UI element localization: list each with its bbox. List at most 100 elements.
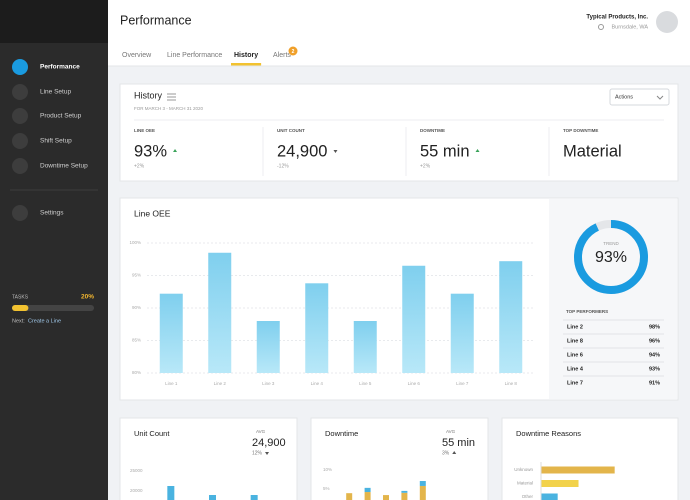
trend-value: 93% [595, 249, 627, 266]
bar-segment [401, 490, 408, 493]
sidebar [0, 0, 108, 500]
category-label: Unknown [514, 467, 533, 472]
location: Burnsdale, WA [612, 24, 649, 30]
bar [167, 486, 175, 500]
tab-underline [231, 63, 262, 66]
performer-name: Line 6 [567, 352, 583, 358]
avatar[interactable] [656, 11, 678, 33]
company: Typical Products, Inc. [586, 15, 648, 21]
avg-value: 55 min [442, 437, 475, 449]
nav-icon [12, 205, 28, 221]
x-tick-label: Line 7 [456, 381, 469, 386]
trend-arrow [173, 149, 178, 152]
tasks-percent: 20% [81, 294, 94, 301]
stat-value: 24,900 [277, 142, 327, 160]
tab[interactable]: Alerts [273, 52, 291, 59]
location-icon [598, 24, 604, 30]
performer-name: Line 2 [567, 324, 583, 330]
chart-title: Line OEE [134, 208, 171, 218]
trend-arrow [452, 451, 457, 454]
nav-item[interactable]: Shift Setup [40, 138, 72, 145]
progress-track [12, 305, 94, 311]
performer-value: 93% [649, 366, 660, 372]
tab[interactable]: Line Performance [167, 52, 222, 59]
bar [402, 265, 426, 373]
nav-item[interactable]: Performance [40, 64, 80, 71]
bar [541, 493, 558, 500]
performer-value: 94% [649, 352, 660, 358]
bar-segment [419, 485, 426, 500]
nav-icon [12, 108, 28, 124]
avg-label: AVG [256, 429, 266, 434]
stat-label: UNIT COUNT [277, 128, 305, 133]
page-title: Performance [120, 13, 192, 27]
bar [256, 321, 280, 373]
y-tick-label: 80% [132, 370, 141, 375]
bar-segment [383, 495, 389, 500]
stat-change: +2% [420, 163, 431, 169]
trend-arrow [265, 452, 270, 455]
y-tick-label: 85% [132, 338, 141, 343]
downtime-reasons-card [501, 417, 679, 500]
y-tick-label: 100% [129, 240, 141, 245]
bar-segment [364, 487, 371, 493]
nav-icon [12, 84, 28, 100]
bar [499, 261, 523, 373]
card-title: Downtime Reasons [516, 429, 581, 438]
actions-dropdown[interactable] [609, 88, 670, 106]
donut-value [574, 220, 648, 294]
stat-label: TOP DOWNTIME [563, 128, 598, 133]
nav-item[interactable]: Settings [40, 210, 64, 217]
alerts-badge [288, 46, 298, 56]
performer-value: 98% [649, 324, 660, 330]
bar [208, 252, 232, 373]
nav-item[interactable]: Product Setup [40, 113, 82, 120]
y-tick-label: 25000 [130, 468, 143, 473]
actions-label[interactable]: Actions [615, 94, 633, 100]
bar [353, 321, 377, 373]
unit-count-card [119, 417, 298, 500]
bar [305, 283, 329, 373]
tab[interactable]: History [234, 52, 258, 59]
bar [541, 480, 579, 487]
y-tick-label: 10% [323, 467, 332, 472]
nav-item[interactable]: Downtime Setup [40, 163, 88, 170]
bar-segment [346, 493, 353, 500]
stat-value: 93% [134, 142, 167, 160]
bar [209, 495, 216, 500]
nav-icon [12, 133, 28, 149]
dropdown-caret [656, 95, 664, 100]
card-title: Unit Count [134, 429, 170, 438]
top-performers-title: TOP PERFORMERS [566, 309, 608, 314]
y-tick-label: 20000 [130, 488, 143, 493]
x-tick-label: Line 5 [359, 381, 372, 386]
stat-value: Material [563, 142, 622, 160]
bar [450, 293, 474, 373]
progress-fill [12, 305, 29, 311]
header [108, 0, 690, 66]
avg-label: AVG [446, 429, 456, 434]
tasks-next-link[interactable]: Create a Line [28, 318, 61, 324]
alerts-badge-count: 2 [292, 49, 295, 55]
x-tick-label: Line 3 [262, 381, 275, 386]
nav-item[interactable]: Line Setup [40, 89, 71, 96]
x-tick-label: Line 4 [311, 381, 324, 386]
category-label: Material [517, 481, 533, 486]
x-tick-label: Line 1 [165, 381, 178, 386]
trend-label: TREND [603, 241, 619, 246]
tab[interactable]: Overview [122, 52, 152, 59]
performer-name: Line 7 [567, 380, 583, 386]
performer-name: Line 4 [567, 366, 584, 372]
bar-segment [401, 492, 408, 500]
avg-change: 3% [442, 450, 450, 456]
y-tick-label: 5% [323, 486, 330, 491]
trend-panel [549, 199, 677, 399]
x-tick-label: Line 2 [214, 381, 227, 386]
history-card [119, 83, 679, 182]
y-tick-label: 95% [132, 273, 141, 278]
sidebar-brand [0, 0, 108, 43]
bar [159, 293, 183, 373]
history-menu-icon [167, 93, 176, 101]
